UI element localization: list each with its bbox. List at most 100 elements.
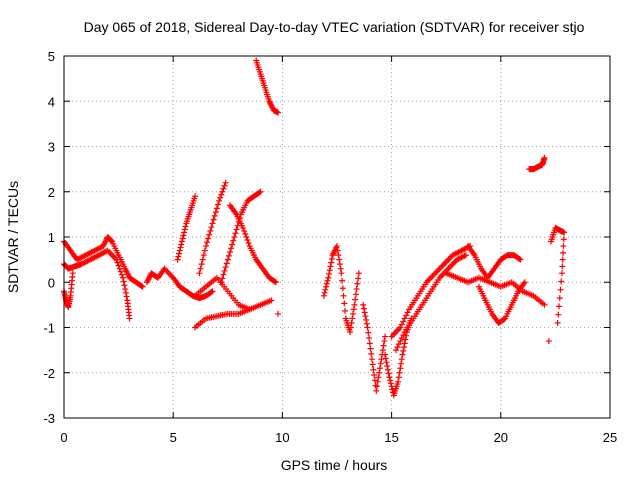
data-point [374,383,381,390]
data-point [197,265,204,272]
data-point [398,356,405,363]
series-mid-cluster [320,243,362,336]
data-point [401,315,408,322]
data-point [115,262,122,269]
data-point [240,224,247,231]
data-point [177,244,184,251]
data-point [402,336,409,343]
data-point [394,344,401,351]
data-point [219,275,226,282]
data-point [403,312,410,319]
y-tick-label: 2 [48,185,55,200]
data-point [119,274,126,281]
data-point [268,297,275,304]
data-point [398,335,405,342]
data-point [354,280,361,287]
data-point [383,359,390,366]
data-point [334,247,341,254]
data-point [222,179,229,186]
x-axis-label: GPS time / hours [281,457,388,473]
data-point [245,240,252,247]
data-point [324,277,331,284]
data-point [371,372,378,379]
data-point [233,226,240,233]
data-point [321,289,328,296]
data-point [400,332,407,339]
data-point [384,366,391,373]
data-point [340,292,347,299]
data-point [352,291,359,298]
data-point [198,261,205,268]
series-rise-b [196,179,229,277]
data-point [339,277,346,284]
ticks: 0 5 10 15 20 25 -3 -2 -1 0 1 2 3 4 5 [43,49,617,445]
data-point [351,301,358,308]
series-dip-20 [475,279,528,326]
data-point [541,154,548,161]
data-point [556,295,563,302]
data-point [382,333,389,340]
data-point [180,232,187,239]
data-point [395,341,402,348]
data-point [555,311,562,318]
data-point [222,264,229,271]
data-point [557,286,564,293]
data-point [182,223,189,230]
data-point [325,274,332,281]
chart-title: Day 065 of 2018, Sidereal Day-to-day VTE… [84,19,585,35]
data-point [242,230,249,237]
data-point [181,229,188,236]
data-point [366,335,373,342]
data-point [541,301,548,308]
data-point [376,365,383,372]
data-point [208,289,215,296]
data-point [363,316,370,323]
data-point [179,235,186,242]
data-point [229,241,236,248]
data-point [387,377,394,384]
data-point [349,315,356,322]
y-tick-label: 3 [48,140,55,155]
data-point [360,305,367,312]
data-point [373,387,380,394]
series-rise-c [218,188,264,286]
data-point [375,374,382,381]
data-point [218,191,225,198]
series-end-cluster [548,224,568,326]
data-point [241,227,248,234]
series-low-band [192,297,275,331]
data-point [369,361,376,368]
data-point [396,369,403,376]
data-point [379,347,386,354]
data-point [560,236,567,243]
y-axis-label: SDTVAR / TECUs [5,181,21,293]
data-point [397,338,404,345]
data-point [271,278,278,285]
data-point [327,263,334,270]
data-point [385,370,392,377]
data-point [200,252,207,259]
data-point [361,309,368,316]
data-point [220,271,227,278]
data-point [364,324,371,331]
data-point [559,263,566,270]
data-point [387,380,394,387]
series-dip-14 [360,301,389,394]
data-point [207,227,214,234]
data-point [221,267,228,274]
data-point [342,307,349,314]
data-point [323,283,330,290]
data-point [380,342,387,349]
data-point [355,275,362,282]
data-point [126,315,133,322]
data-point [139,283,146,290]
data-point [256,189,263,196]
data-point [121,282,128,289]
data-point [232,230,239,237]
data-point [118,271,125,278]
data-point [400,344,407,351]
data-point [561,229,568,236]
data-point [175,253,182,260]
series-recovery-b [392,252,469,354]
